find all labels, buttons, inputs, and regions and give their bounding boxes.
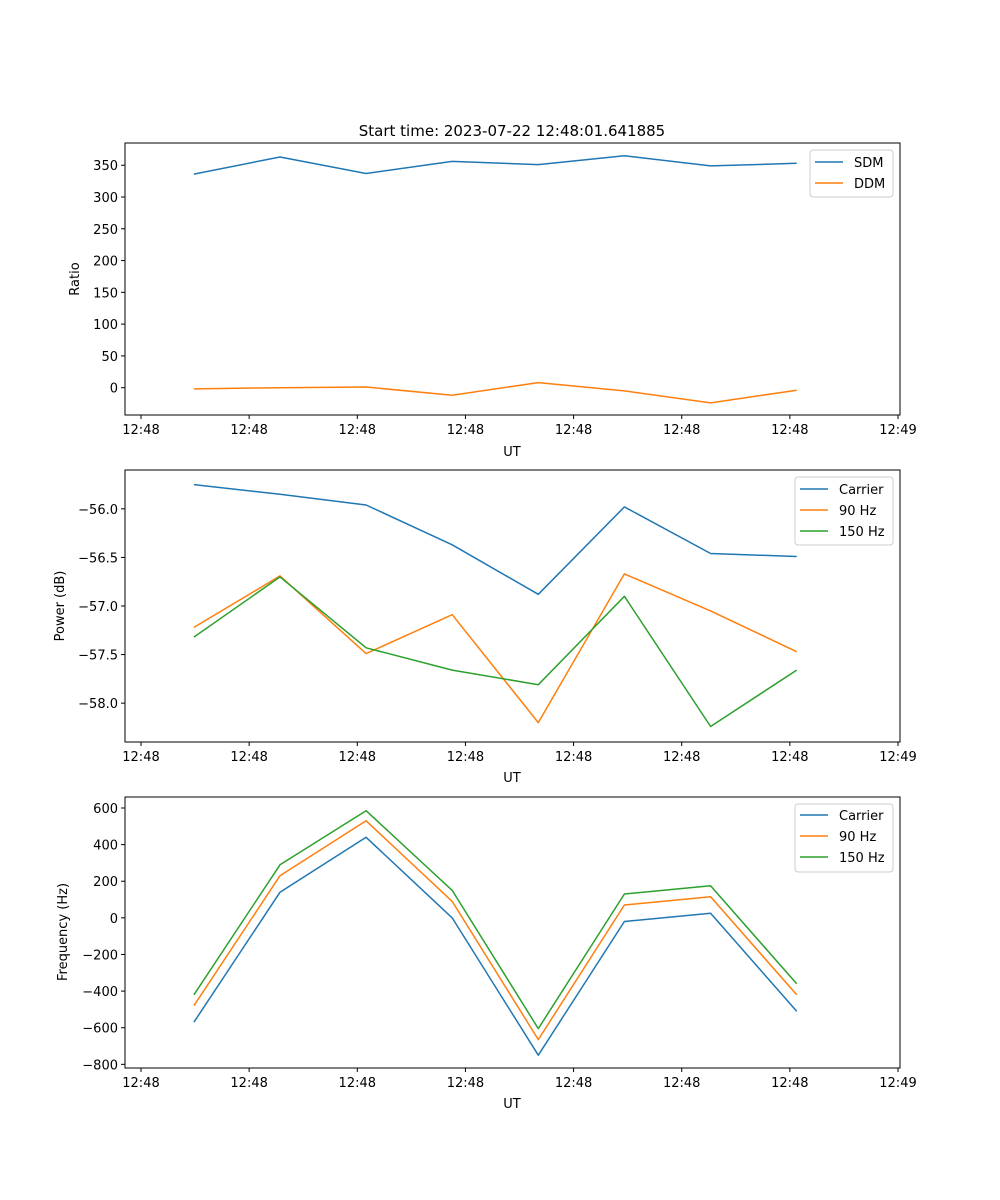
ratio-x-tick-label: 12:48 xyxy=(555,423,592,438)
power-x-tick-label: 12:48 xyxy=(555,750,592,765)
frequency-legend: Carrier 90 Hz 150 Hz xyxy=(794,803,894,873)
ratio-x-tick-label: 12:48 xyxy=(663,423,700,438)
power-x-tick-label: 12:48 xyxy=(230,750,267,765)
ratio-x-tick-label: 12:48 xyxy=(122,423,159,438)
ratio-series-lines xyxy=(193,154,797,404)
frequency-panel: 12:48 12:48 12:48 12:48 12:48 12:48 12:48 12:49… xyxy=(56,796,917,1112)
frequency-x-axis-label: UT xyxy=(503,1097,521,1112)
power-y-axis-label: Power (dB) xyxy=(53,571,68,642)
frequency-y-axis-label: Frequency (Hz) xyxy=(56,883,71,981)
ratio-y-axis-label: Ratio xyxy=(68,262,83,295)
power-legend-label: 90 Hz xyxy=(839,504,876,519)
ratio-legend-label: DDM xyxy=(854,177,885,192)
frequency-x-tick-label: 12:48 xyxy=(771,1076,808,1091)
ratio-y-tick-label: 150 xyxy=(93,286,118,301)
power-y-tick-label: −57.0 xyxy=(78,600,118,615)
frequency-y-ticks xyxy=(121,807,125,1065)
power-panel: 12:48 12:48 12:48 12:48 12:48 12:48 12:48 12:49… xyxy=(53,469,917,786)
power-legend-label: 150 Hz xyxy=(839,525,885,540)
power-y-tick-label: −58.0 xyxy=(78,697,118,712)
frequency-plot-frame xyxy=(124,796,901,1069)
frequency-series-carrier xyxy=(193,836,798,1056)
frequency-series-90-hz xyxy=(193,820,798,1041)
ratio-legend: SDM DDM xyxy=(809,149,894,198)
power-x-tick-label: 12:48 xyxy=(339,750,376,765)
ratio-legend-label: SDM xyxy=(854,156,883,171)
frequency-y-tick-label: −400 xyxy=(82,985,118,1000)
ratio-y-tick-label: 350 xyxy=(93,159,118,174)
frequency-x-tick-label: 12:48 xyxy=(122,1076,159,1091)
frequency-y-tick-label: 200 xyxy=(93,875,118,890)
power-x-tick-label: 12:48 xyxy=(663,750,700,765)
frequency-legend-label: Carrier xyxy=(839,809,884,824)
frequency-y-tick-label: −800 xyxy=(82,1058,118,1073)
ratio-y-tick-label: 0 xyxy=(110,382,118,397)
frequency-series-lines xyxy=(193,809,798,1056)
ratio-y-tick-label: 100 xyxy=(93,318,118,333)
power-x-tick-label: 12:48 xyxy=(122,750,159,765)
ratio-x-axis-label: UT xyxy=(503,445,521,460)
frequency-x-ticks xyxy=(140,1068,899,1072)
power-series-carrier xyxy=(193,483,797,596)
ratio-series-sdm xyxy=(193,154,797,175)
power-x-axis-label: UT xyxy=(503,771,521,786)
power-legend: Carrier 90 Hz 150 Hz xyxy=(794,476,894,546)
power-series-150-hz xyxy=(193,576,798,728)
power-x-tick-label: 12:48 xyxy=(447,750,484,765)
frequency-y-tick-label: 0 xyxy=(110,912,118,927)
power-y-tick-label: −56.5 xyxy=(78,551,118,566)
power-y-ticks xyxy=(121,508,125,704)
power-y-tick-label: −57.5 xyxy=(78,649,118,664)
frequency-series-150-hz xyxy=(193,809,798,1030)
ratio-y-tick-label: 300 xyxy=(93,191,118,206)
frequency-y-tick-label: 400 xyxy=(93,839,118,854)
power-x-tick-label: 12:48 xyxy=(771,750,808,765)
frequency-legend-box xyxy=(794,803,894,873)
ratio-y-tick-label: 200 xyxy=(93,255,118,270)
frequency-x-tick-label: 12:49 xyxy=(879,1076,916,1091)
frequency-x-tick-label: 12:48 xyxy=(663,1076,700,1091)
ratio-plot-frame xyxy=(124,142,901,416)
ratio-y-tick-label: 250 xyxy=(93,223,118,238)
power-series-lines xyxy=(193,483,798,728)
frequency-y-tick-labels: 600 400 200 0 −200 −400 −600 −800 xyxy=(82,802,118,1073)
power-x-tick-labels: 12:48 12:48 12:48 12:48 12:48 12:48 12:48 12:49 xyxy=(122,750,916,765)
frequency-x-tick-label: 12:48 xyxy=(339,1076,376,1091)
ratio-x-ticks xyxy=(140,415,899,419)
ratio-x-tick-label: 12:48 xyxy=(230,423,267,438)
ratio-x-tick-label: 12:48 xyxy=(447,423,484,438)
frequency-x-tick-labels: 12:48 12:48 12:48 12:48 12:48 12:48 12:48 12:49 xyxy=(122,1076,916,1091)
frequency-y-tick-label: −600 xyxy=(82,1022,118,1037)
power-x-tick-label: 12:49 xyxy=(879,750,916,765)
frequency-x-tick-label: 12:48 xyxy=(230,1076,267,1091)
ratio-series-ddm xyxy=(193,381,797,404)
power-y-tick-labels: −56.0 −56.5 −57.0 −57.5 −58.0 xyxy=(78,503,118,712)
ratio-x-tick-label: 12:48 xyxy=(339,423,376,438)
power-legend-label: Carrier xyxy=(839,483,884,498)
ratio-x-tick-label: 12:48 xyxy=(771,423,808,438)
frequency-legend-label: 90 Hz xyxy=(839,830,876,845)
ratio-x-tick-labels: 12:48 12:48 12:48 12:48 12:48 12:48 12:48 12:49 xyxy=(122,423,916,438)
power-legend-box xyxy=(794,476,894,546)
frequency-x-tick-label: 12:48 xyxy=(447,1076,484,1091)
ratio-y-ticks xyxy=(121,164,125,389)
ratio-x-tick-label: 12:49 xyxy=(879,423,916,438)
ratio-y-tick-label: 50 xyxy=(101,350,118,365)
frequency-legend-label: 150 Hz xyxy=(839,851,885,866)
frequency-y-tick-label: −200 xyxy=(82,948,118,963)
power-x-ticks xyxy=(140,742,899,746)
frequency-y-tick-label: 600 xyxy=(93,802,118,817)
frequency-x-tick-label: 12:48 xyxy=(555,1076,592,1091)
ratio-panel: 12:48 12:48 12:48 12:48 12:48 12:48 12:48 12:49… xyxy=(68,142,917,460)
power-y-tick-label: −56.0 xyxy=(78,503,118,518)
ratio-y-tick-labels: 0 50 100 150 200 250 300 350 xyxy=(93,159,118,396)
figure-title: Start time: 2023-07-22 12:48:01.641885 xyxy=(359,122,665,140)
